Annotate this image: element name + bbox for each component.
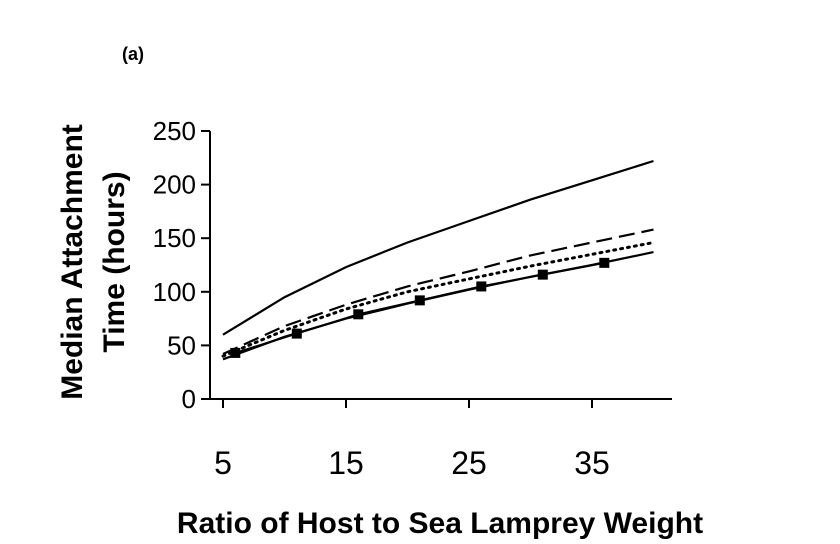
y-tick-label: 100 <box>153 277 196 307</box>
x-ticks: 5 15 25 35 <box>214 399 610 481</box>
x-tick-label: 25 <box>451 445 487 481</box>
y-ticks: 0 50 100 150 200 250 <box>153 116 210 414</box>
y-tick-label: 250 <box>153 116 196 146</box>
y-tick-label: 200 <box>153 170 196 200</box>
series-line-solid <box>222 251 654 361</box>
series-line-solid <box>222 159 654 336</box>
y-axis-title-line-1: Median Attachment <box>56 124 89 400</box>
marker-series-line <box>235 261 605 354</box>
x-tick-label: 5 <box>214 445 232 481</box>
data-point-marker <box>230 347 241 358</box>
series-line-dotted <box>221 241 655 358</box>
x-tick-label: 15 <box>328 445 364 481</box>
y-axis-title-line-2: Time (hours) <box>98 171 131 352</box>
y-tick-label: 0 <box>182 384 196 414</box>
x-tick-label: 35 <box>574 445 610 481</box>
series-line-dashed <box>222 228 654 356</box>
data-point-marker <box>599 257 610 268</box>
y-tick-label: 50 <box>167 330 196 360</box>
series-group <box>221 159 655 361</box>
x-axis-title: Ratio of Host to Sea Lamprey Weight <box>177 507 703 540</box>
panel-label: (a) <box>122 44 144 64</box>
y-tick-label: 150 <box>153 223 196 253</box>
